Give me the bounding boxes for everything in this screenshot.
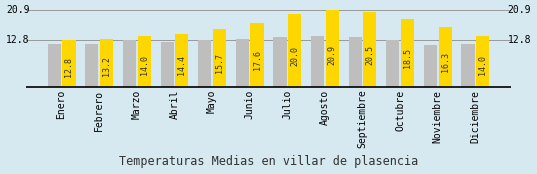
Text: 14.0: 14.0: [478, 55, 487, 75]
Bar: [62, 40, 76, 86]
Text: 12.8: 12.8: [64, 57, 74, 77]
Text: 12.8: 12.8: [507, 35, 531, 45]
Bar: [349, 37, 362, 86]
Text: 20.0: 20.0: [290, 46, 299, 66]
Bar: [250, 22, 264, 86]
Bar: [137, 36, 151, 86]
Bar: [476, 36, 489, 86]
Bar: [100, 38, 113, 86]
Bar: [325, 10, 339, 86]
Bar: [213, 29, 226, 86]
Text: 16.3: 16.3: [441, 52, 449, 72]
Text: 20.9: 20.9: [328, 45, 337, 65]
Bar: [401, 19, 414, 86]
Text: 20.9: 20.9: [6, 6, 30, 15]
Text: 20.9: 20.9: [507, 6, 531, 15]
Bar: [288, 14, 301, 86]
Bar: [123, 40, 136, 86]
Text: 12.8: 12.8: [6, 35, 30, 45]
Bar: [461, 44, 475, 86]
Text: 13.2: 13.2: [102, 56, 111, 76]
Bar: [236, 39, 249, 86]
Bar: [273, 37, 287, 86]
Bar: [424, 45, 437, 86]
Text: 17.6: 17.6: [252, 50, 262, 70]
X-axis label: Temperaturas Medias en villar de plasencia: Temperaturas Medias en villar de plasenc…: [119, 155, 418, 168]
Bar: [85, 44, 98, 86]
Text: 14.4: 14.4: [177, 54, 186, 74]
Text: 14.0: 14.0: [140, 55, 149, 75]
Text: 18.5: 18.5: [403, 48, 412, 68]
Bar: [364, 12, 376, 86]
Bar: [48, 44, 61, 86]
Bar: [439, 27, 452, 86]
Bar: [175, 34, 188, 86]
Text: 20.5: 20.5: [365, 45, 374, 65]
Text: 15.7: 15.7: [215, 53, 224, 73]
Bar: [198, 40, 212, 86]
Bar: [161, 42, 173, 86]
Bar: [311, 36, 324, 86]
Bar: [386, 40, 400, 86]
